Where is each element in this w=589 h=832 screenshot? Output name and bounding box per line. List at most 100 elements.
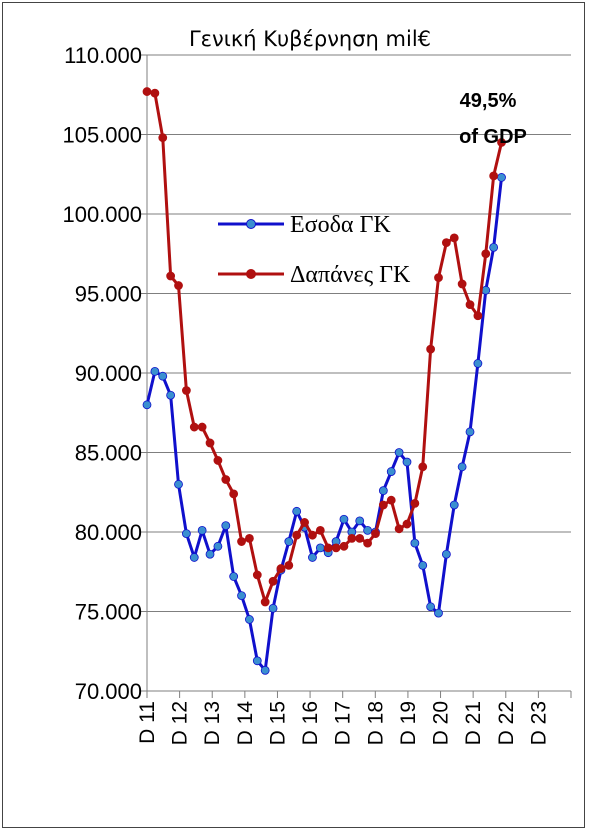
- x-tick-label: D 15: [266, 701, 289, 745]
- data-point: [237, 591, 246, 600]
- y-tick-label: 90.000: [75, 361, 142, 386]
- data-point: [497, 138, 506, 147]
- data-point: [213, 541, 223, 551]
- data-point: [174, 281, 183, 290]
- data-point: [268, 603, 278, 613]
- data-point: [441, 549, 451, 559]
- data-point: [394, 448, 404, 457]
- data-point: [481, 249, 491, 259]
- data-point: [434, 273, 443, 283]
- data-point: [449, 500, 459, 510]
- data-point: [378, 486, 388, 496]
- data-point: [441, 238, 451, 248]
- y-tick-label: 70.000: [75, 679, 142, 704]
- x-tick-label: D 19: [397, 701, 420, 745]
- series-line-1: [146, 90, 503, 604]
- data-point: [245, 533, 254, 543]
- data-point: [158, 133, 168, 143]
- data-point: [449, 233, 459, 243]
- data-point: [457, 462, 467, 472]
- data-point: [489, 242, 499, 252]
- x-tick-label: D 16: [299, 701, 322, 745]
- x-tick-label: D 12: [169, 701, 192, 745]
- y-tick-label: 110.000: [64, 43, 142, 68]
- gdp-annotation: 49,5% of GDP: [459, 90, 527, 148]
- data-point: [386, 467, 396, 476]
- data-point: [292, 506, 302, 516]
- data-point: [426, 602, 436, 612]
- data-point: [205, 438, 215, 448]
- y-tick-label: 105.000: [62, 123, 142, 148]
- x-tick-label: D 21: [462, 701, 485, 745]
- data-point: [229, 572, 239, 581]
- series-line-0: [145, 177, 504, 672]
- data-point: [174, 479, 183, 489]
- data-point: [229, 489, 239, 499]
- data-point: [292, 530, 302, 540]
- data-point: [221, 521, 231, 531]
- data-point: [284, 560, 294, 570]
- data-point: [276, 564, 286, 573]
- data-point: [465, 427, 475, 437]
- data-point: [394, 524, 404, 534]
- data-point: [284, 537, 294, 546]
- data-point: [166, 390, 176, 400]
- data-point: [363, 526, 372, 535]
- data-point: [158, 371, 168, 381]
- data-point: [308, 530, 317, 540]
- data-point: [315, 526, 325, 535]
- y-tick-label: 100.000: [62, 202, 142, 227]
- data-point: [245, 615, 254, 624]
- data-point: [371, 529, 380, 538]
- data-point: [489, 171, 499, 181]
- data-point: [221, 475, 231, 484]
- legend-label-revenue: Εσοδα ΓΚ: [290, 212, 391, 238]
- data-point: [402, 519, 412, 529]
- data-point: [197, 422, 207, 432]
- data-point: [355, 533, 365, 543]
- data-point: [150, 88, 160, 98]
- data-point: [189, 422, 199, 432]
- legend-marker-revenue: [246, 219, 256, 229]
- data-point: [347, 533, 357, 543]
- x-tick-label: D 23: [527, 701, 550, 745]
- y-tick-label: 80.000: [75, 520, 142, 545]
- y-tick-label: 95.000: [75, 282, 142, 307]
- data-point: [402, 457, 412, 467]
- data-point: [473, 311, 483, 321]
- legend: Εσοδα ΓΚ Δαπάνες ΓΚ: [218, 212, 411, 288]
- data-point: [237, 537, 246, 546]
- data-point: [378, 500, 388, 510]
- data-point: [418, 462, 428, 472]
- y-tick-label: 85.000: [75, 441, 142, 466]
- data-point: [260, 597, 270, 607]
- data-point: [331, 543, 341, 553]
- data-point: [308, 553, 317, 562]
- data-point: [150, 367, 160, 376]
- chart-title: Γενική Κυβέρνηση mil€: [189, 27, 431, 51]
- data-point: [315, 543, 325, 553]
- data-point: [426, 344, 436, 354]
- data-point: [418, 560, 428, 570]
- data-point: [497, 173, 506, 182]
- series-layer: [142, 87, 506, 675]
- data-point: [213, 456, 223, 465]
- x-tick-label: D 17: [332, 701, 355, 745]
- data-point: [252, 656, 262, 666]
- x-tick-label: D 22: [495, 701, 518, 745]
- data-point: [205, 549, 215, 559]
- data-point: [189, 553, 199, 562]
- data-point: [473, 359, 483, 368]
- x-tick-label: D 11: [136, 701, 159, 744]
- x-tick-label: D 14: [234, 701, 257, 746]
- y-axis-labels: 70.000 75.000 80.000 85.000 90.000 95.000 100.…: [62, 43, 142, 704]
- data-point: [181, 529, 191, 538]
- legend-label-expenditure: Δαπάνες ΓΚ: [290, 262, 411, 288]
- data-point: [363, 538, 372, 548]
- plot-area: [141, 54, 572, 698]
- data-point: [386, 495, 396, 505]
- data-point: [142, 87, 152, 96]
- annotation-line-1: 49,5%: [460, 90, 517, 112]
